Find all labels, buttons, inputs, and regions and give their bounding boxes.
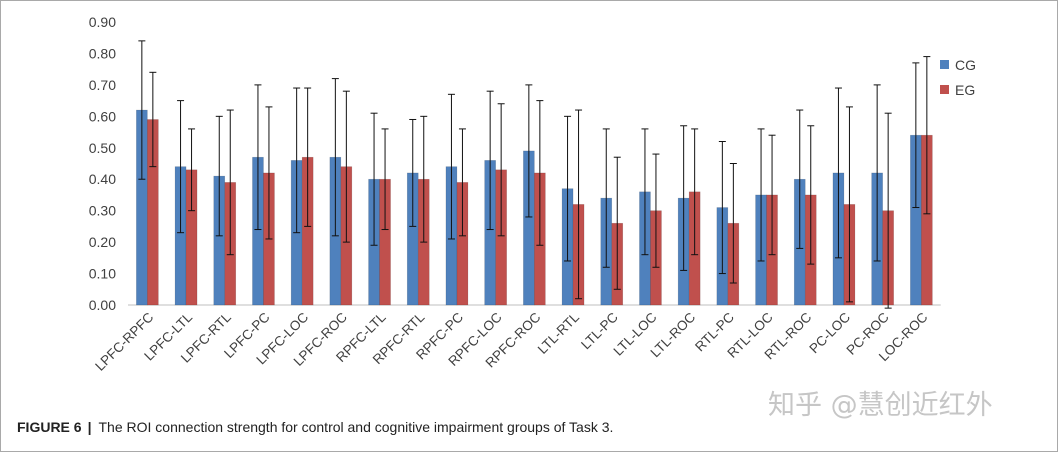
error-bars-cg xyxy=(138,40,920,275)
error-bar-cg-lpfc-roc xyxy=(331,78,339,237)
error-bar-eg-pc-roc xyxy=(884,112,892,309)
error-bar-eg-ltl-pc xyxy=(613,156,621,290)
error-bar-eg-ltl-roc xyxy=(691,128,699,256)
error-bar-eg-rpfc-rtl xyxy=(420,115,428,243)
error-bar-eg-rtl-loc xyxy=(768,134,776,256)
y-tick-label: 0.20 xyxy=(89,234,116,250)
error-bar-cg-ltl-rtl xyxy=(564,115,572,262)
caption-label: FIGURE 6 xyxy=(17,419,82,435)
error-bar-eg-lpfc-ltl xyxy=(188,128,196,212)
error-bar-eg-rpfc-ltl xyxy=(381,128,389,231)
error-bar-cg-lpfc-rpfc xyxy=(138,40,146,180)
y-tick-label: 0.80 xyxy=(89,45,116,61)
error-bar-cg-pc-roc xyxy=(873,84,881,262)
error-bars-eg xyxy=(149,56,931,309)
error-bar-cg-pc-loc xyxy=(834,87,842,259)
error-bar-eg-rpfc-loc xyxy=(497,103,505,237)
error-bar-cg-lpfc-loc xyxy=(293,87,301,234)
error-bar-cg-rpfc-roc xyxy=(525,84,533,218)
error-bar-cg-rtl-pc xyxy=(718,140,726,275)
error-bar-cg-lpfc-rtl xyxy=(215,115,223,237)
y-tick-label: 0.30 xyxy=(89,203,116,219)
error-bar-eg-pc-loc xyxy=(845,106,853,303)
watermark: 知乎 @慧创近红外 xyxy=(768,390,993,421)
error-bar-eg-lpfc-loc xyxy=(304,87,312,227)
y-tick-label: 0.70 xyxy=(89,77,116,93)
category-label-ltl-rtl: LTL-RTL xyxy=(535,309,583,357)
error-bar-cg-rtl-roc xyxy=(796,109,804,249)
y-tick-label: 0.60 xyxy=(89,108,116,124)
error-bar-cg-rpfc-rtl xyxy=(409,118,417,227)
error-bar-cg-lpfc-ltl xyxy=(177,100,185,234)
x-axis: LPFC-RPFCLPFC-LTLLPFC-RTLLPFC-PCLPFC-LOC… xyxy=(92,309,930,374)
caption-text: The ROI connection strength for control … xyxy=(98,419,614,435)
error-bar-eg-ltl-rtl xyxy=(575,109,583,300)
y-tick-label: 0.00 xyxy=(89,297,116,313)
error-bar-cg-loc-roc xyxy=(912,62,920,209)
error-bar-cg-ltl-loc xyxy=(641,128,649,256)
error-bar-cg-rpfc-pc xyxy=(447,93,455,240)
error-bar-cg-lpfc-pc xyxy=(254,84,262,231)
error-bar-cg-ltl-pc xyxy=(602,128,610,268)
error-bar-eg-rtl-roc xyxy=(807,125,815,265)
error-bar-cg-rtl-loc xyxy=(757,128,765,262)
error-bar-eg-loc-roc xyxy=(923,56,931,215)
error-bar-eg-lpfc-roc xyxy=(342,90,350,243)
legend-label-cg: CG xyxy=(955,57,976,73)
error-bar-cg-rpfc-loc xyxy=(486,90,494,231)
error-bar-eg-lpfc-rtl xyxy=(226,109,234,256)
caption-separator: | xyxy=(87,419,92,435)
y-tick-label: 0.40 xyxy=(89,171,116,187)
error-bar-cg-rpfc-ltl xyxy=(370,112,378,246)
error-bar-eg-rtl-pc xyxy=(729,163,737,284)
y-tick-label: 0.90 xyxy=(89,14,116,30)
error-bar-eg-rpfc-pc xyxy=(458,128,466,237)
error-bar-eg-lpfc-pc xyxy=(265,106,273,240)
error-bar-eg-ltl-loc xyxy=(652,153,660,268)
legend: CG EG xyxy=(940,57,976,98)
y-tick-label: 0.10 xyxy=(89,266,116,282)
error-bar-eg-lpfc-rpfc xyxy=(149,71,157,168)
plot-area: 0.00 0.10 0.20 0.30 0.40 0.50 0.60 0.70 0.80 0.90… xyxy=(89,14,941,374)
category-label-lpfc-rpfc: LPFC-RPFC xyxy=(92,309,156,373)
legend-label-eg: EG xyxy=(955,82,975,98)
legend-swatch-eg xyxy=(940,85,949,94)
y-tick-label: 0.50 xyxy=(89,140,116,156)
figure-caption: FIGURE 6 | The ROI connection strength for… xyxy=(17,418,613,436)
y-axis: 0.00 0.10 0.20 0.30 0.40 0.50 0.60 0.70 0.80 0.90 xyxy=(89,14,116,313)
error-bar-cg-ltl-roc xyxy=(680,125,688,271)
legend-swatch-cg xyxy=(940,60,949,69)
error-bar-eg-rpfc-roc xyxy=(536,100,544,246)
